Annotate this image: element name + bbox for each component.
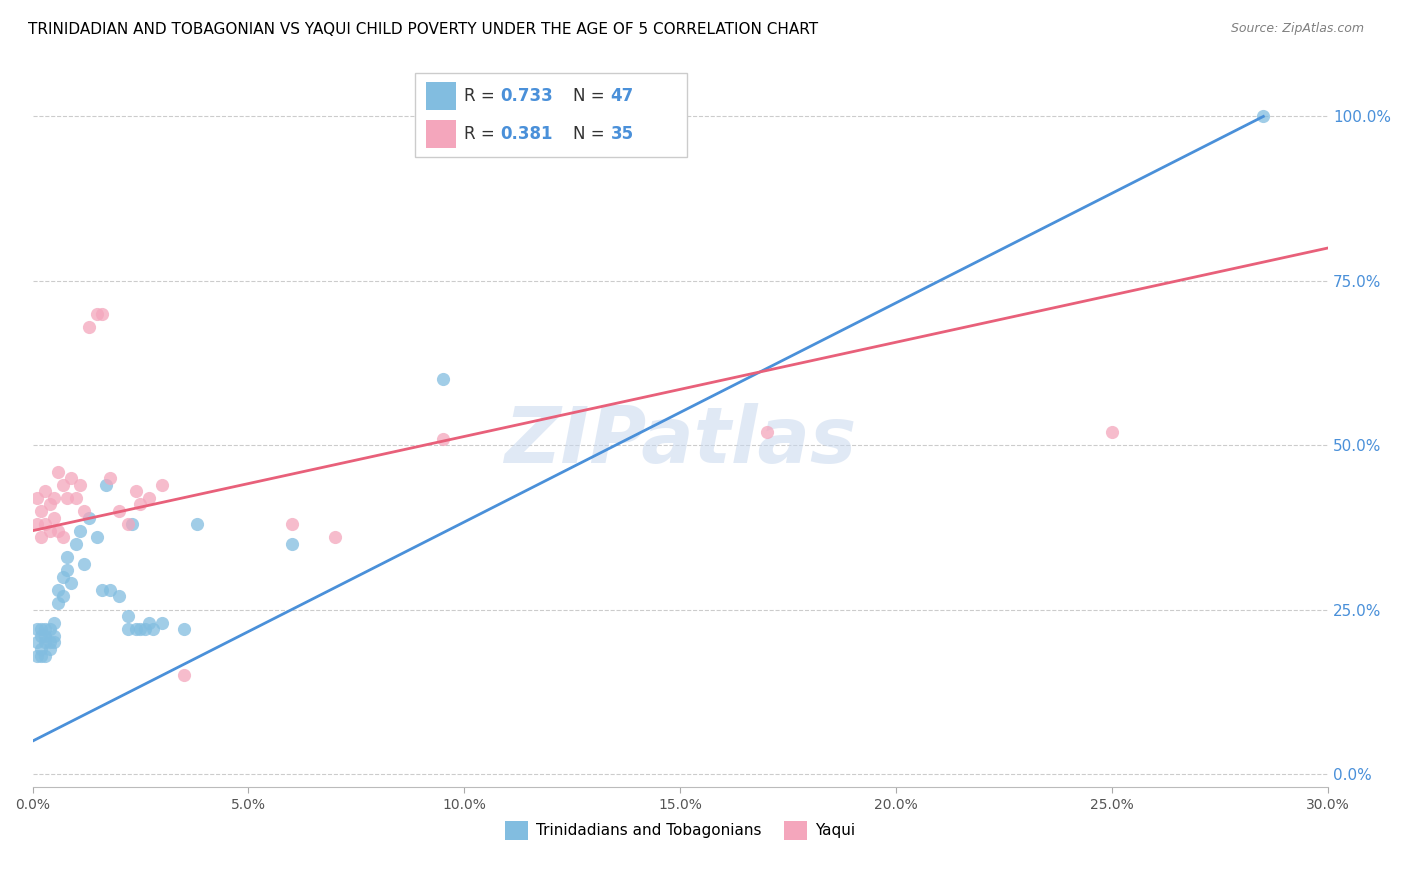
Point [42,635,65,649]
Point [65,491,87,505]
Point [42,615,65,630]
Point [25,648,48,663]
Point [77,319,100,334]
Point [52,570,75,584]
Point [432,432,454,446]
Point [323,530,346,544]
Point [117,623,139,637]
Point [98,582,121,597]
Point [1101,425,1123,439]
Point [34,484,56,499]
Point [42,629,65,643]
Point [432,372,454,386]
Point [56,491,79,505]
Point [280,537,302,551]
Point [30,623,52,637]
Point [25,491,48,505]
Point [142,623,165,637]
Point [129,497,152,511]
Point [48,582,70,597]
Point [38,623,60,637]
Point [38,524,60,538]
Legend: Trinidadians and Tobagonians, Yaqui: Trinidadians and Tobagonians, Yaqui [499,815,862,846]
Point [138,491,160,505]
Point [90,582,112,597]
Point [60,576,83,591]
Point [280,517,302,532]
Point [60,471,83,485]
Point [34,629,56,643]
Point [108,504,131,518]
Point [52,530,75,544]
Point [56,563,79,577]
Text: Source: ZipAtlas.com: Source: ZipAtlas.com [1230,22,1364,36]
Point [125,623,148,637]
Point [42,510,65,524]
Point [30,629,52,643]
Point [34,517,56,532]
Point [38,642,60,657]
Point [48,465,70,479]
Point [25,635,48,649]
Point [86,307,108,321]
Point [38,635,60,649]
Point [77,510,100,524]
Point [42,491,65,505]
Point [25,623,48,637]
Point [138,615,160,630]
Point [121,517,143,532]
Point [150,477,173,491]
Point [173,623,195,637]
Point [65,537,87,551]
Point [125,484,148,499]
Point [25,517,48,532]
Point [117,609,139,624]
Point [30,648,52,663]
Point [173,668,195,682]
Point [56,549,79,564]
Point [30,642,52,657]
Point [34,648,56,663]
Point [98,471,121,485]
Point [52,477,75,491]
Point [94,477,117,491]
Point [30,504,52,518]
Point [48,596,70,610]
Point [150,615,173,630]
Point [34,623,56,637]
Point [90,307,112,321]
Text: ZIPatlas: ZIPatlas [505,403,856,479]
Point [52,590,75,604]
Point [129,623,152,637]
Point [108,590,131,604]
Point [30,530,52,544]
Point [73,557,96,571]
Point [69,524,91,538]
Point [755,425,778,439]
Point [34,635,56,649]
Point [38,497,60,511]
Point [86,530,108,544]
Point [48,524,70,538]
Point [186,517,208,532]
Point [73,504,96,518]
Point [134,623,156,637]
Point [1253,110,1275,124]
Point [117,517,139,532]
Point [69,477,91,491]
Text: TRINIDADIAN AND TOBAGONIAN VS YAQUI CHILD POVERTY UNDER THE AGE OF 5 CORRELATION: TRINIDADIAN AND TOBAGONIAN VS YAQUI CHIL… [28,22,818,37]
